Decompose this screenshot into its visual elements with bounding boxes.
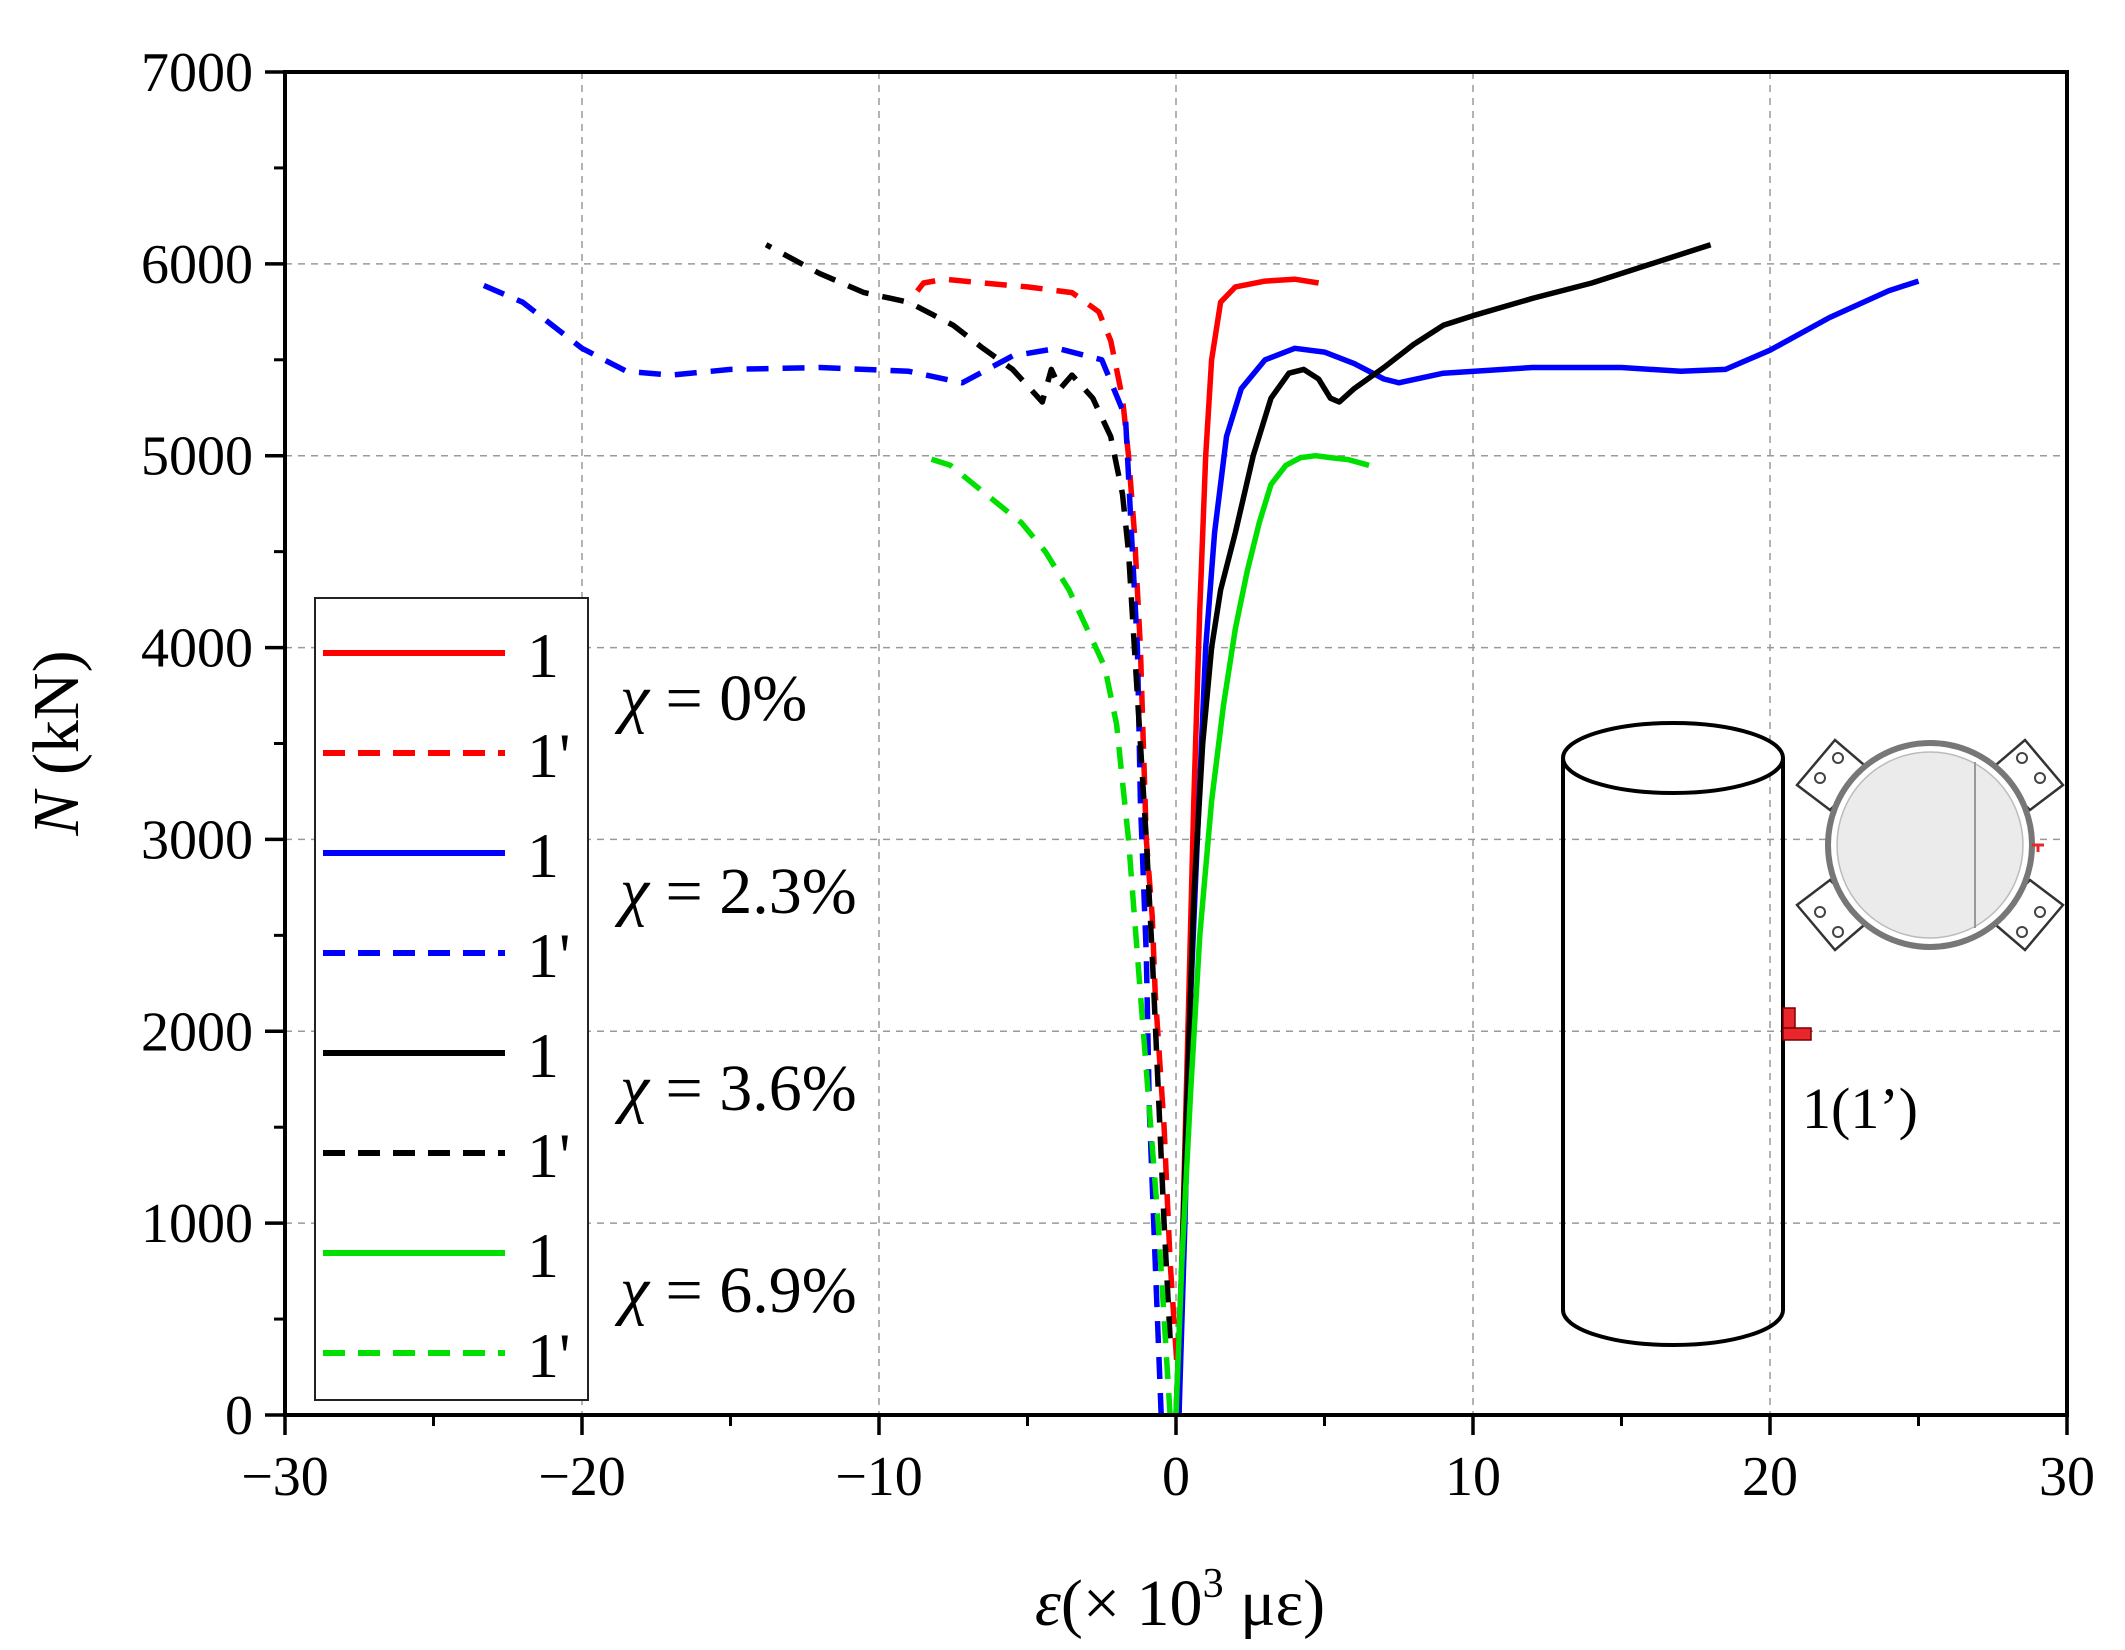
legend-label-0: 1 (527, 620, 559, 691)
group-label-3: χ = 6.9% (614, 1254, 857, 1327)
series-line-5 (764, 242, 1173, 1339)
y-tick-label-3: 3000 (141, 809, 253, 871)
grid-lines (285, 72, 2067, 1415)
group-label-2: χ = 3.6% (614, 1052, 857, 1125)
legend: 1 1' 1 1' 1 1' 1 1' (314, 597, 589, 1401)
axis-ticks (265, 70, 2069, 1435)
x-axis-unit: (× 10 (1061, 1567, 1203, 1640)
y-axis-title: N (kN) (20, 650, 93, 836)
legend-box (314, 597, 589, 1401)
steel-plate-clips (1795, 738, 2065, 952)
bolt-holes (1814, 752, 2046, 938)
group-label-0: χ = 0% (614, 662, 807, 735)
series-line-6 (1173, 452, 1370, 1416)
series-lines (477, 242, 1920, 1416)
column-illustration (1561, 721, 1785, 1347)
series-line-0 (1176, 276, 1320, 1416)
x-axis-title: ε(× 103 με) (1035, 1561, 1325, 1640)
y-axis-unit: (kN) (20, 650, 93, 791)
series-line-7 (919, 453, 1173, 1416)
legend-label-6: 1 (527, 1220, 559, 1291)
x-tick-label-1: −20 (538, 1446, 626, 1508)
x-tick-label-2: −10 (835, 1446, 923, 1508)
x-tick-label-4: 10 (1445, 1446, 1501, 1508)
concrete-core (1836, 751, 2024, 939)
group-labels: χ = 0% χ = 2.3% χ = 3.6% χ = 6.9% (614, 662, 857, 1327)
gauge-label: 1(1’) (1802, 1076, 1918, 1141)
series-line-3 (477, 280, 1164, 1416)
legend-entries: 1 1' 1 1' 1 1' 1 1' (323, 620, 571, 1391)
strain-gauge-marker (1782, 1007, 1812, 1041)
y-tick-label-0: 0 (225, 1385, 253, 1447)
legend-label-7: 1' (527, 1320, 571, 1391)
legend-label-3: 1' (527, 920, 571, 991)
group-label-1: χ = 2.3% (614, 855, 857, 928)
x-tick-label-5: 20 (1742, 1446, 1798, 1508)
legend-label-1: 1' (527, 720, 571, 791)
x-axis-exponent: 3 (1203, 1561, 1224, 1607)
section-gauge-marker (2032, 843, 2044, 852)
x-tick-label-0: −30 (241, 1446, 329, 1508)
specimen-inset: 1(1’) (1561, 721, 2065, 1347)
x-axis-symbol: ε (1035, 1567, 1061, 1640)
y-tick-label-6: 6000 (141, 234, 253, 296)
series-line-4 (1173, 242, 1712, 1416)
x-axis-unit-tail: με) (1224, 1567, 1326, 1640)
series-line-1 (906, 276, 1182, 1396)
y-tick-label-4: 4000 (141, 618, 253, 680)
x-tick-label-3: 0 (1162, 1446, 1190, 1508)
legend-label-5: 1' (527, 1120, 571, 1191)
x-tick-label-6: 30 (2039, 1446, 2095, 1508)
y-tick-label-1: 1000 (141, 1193, 253, 1255)
axis-tick-labels: −30 −20 −10 0 10 20 30 0 1000 2000 3000 4000 5000 600… (141, 42, 2095, 1508)
legend-label-2: 1 (527, 820, 559, 891)
y-tick-label-7: 7000 (141, 42, 253, 104)
y-tick-label-5: 5000 (141, 426, 253, 488)
legend-label-4: 1 (527, 1020, 559, 1091)
y-tick-label-2: 2000 (141, 1001, 253, 1063)
cross-section-illustration (1795, 738, 2065, 952)
y-axis-symbol: N (20, 788, 93, 837)
series-line-2 (1176, 278, 1920, 1416)
